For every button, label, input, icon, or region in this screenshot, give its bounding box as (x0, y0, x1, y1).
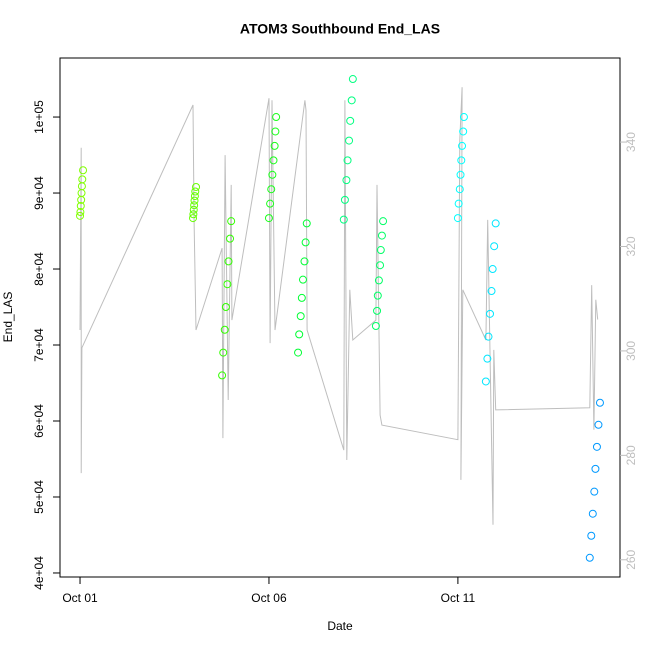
point (297, 293, 306, 302)
y2-tick-label: 280 (624, 445, 638, 465)
x-tick-label: Oct 06 (251, 591, 287, 605)
point (346, 116, 355, 125)
point (302, 219, 311, 228)
point (268, 170, 277, 179)
point (347, 96, 356, 105)
chart-title: ATOM3 Southbound End_LAS (240, 21, 440, 37)
point (481, 377, 490, 386)
y-axis-label: End_LAS (1, 292, 15, 343)
point (272, 113, 281, 122)
y-tick-label: 8e+04 (32, 252, 46, 286)
point (190, 196, 199, 205)
point (486, 309, 495, 318)
point (483, 354, 492, 363)
point (376, 261, 385, 270)
point (374, 276, 383, 285)
point (343, 156, 352, 165)
point (218, 371, 227, 380)
point (223, 280, 232, 289)
point (339, 215, 348, 224)
x-tick-label: Oct 11 (441, 591, 476, 605)
point (298, 275, 307, 284)
point (371, 322, 380, 331)
point (271, 127, 280, 136)
point (491, 219, 500, 228)
point (77, 182, 86, 191)
y-tick-label: 9e+04 (32, 176, 46, 210)
point (379, 217, 388, 226)
point (587, 531, 596, 540)
point (592, 442, 601, 451)
y2-tick-label: 320 (624, 236, 638, 256)
point (224, 257, 233, 266)
point (270, 141, 279, 150)
x-axis-label: Date (327, 619, 353, 633)
point (191, 187, 200, 196)
point (590, 487, 599, 496)
point (487, 287, 496, 296)
point (76, 201, 85, 210)
point (457, 156, 466, 165)
point (458, 141, 467, 150)
point (78, 175, 87, 184)
point (266, 199, 275, 208)
point (454, 199, 463, 208)
point (76, 208, 85, 217)
point (588, 509, 597, 518)
point (453, 214, 462, 223)
point (373, 306, 382, 315)
point (227, 217, 236, 226)
point (585, 553, 594, 562)
point (377, 231, 386, 240)
point (490, 242, 499, 251)
point (373, 291, 382, 300)
y-tick-label: 1e+05 (32, 100, 46, 134)
point (79, 166, 88, 175)
point (295, 330, 304, 339)
point (264, 214, 273, 223)
x-tick-label: Oct 01 (62, 591, 98, 605)
point (455, 185, 464, 194)
point (456, 170, 465, 179)
point (296, 312, 305, 321)
point (190, 192, 199, 201)
point (190, 201, 199, 210)
point (376, 246, 385, 255)
y-tick-label: 4e+04 (32, 556, 46, 590)
point (345, 136, 354, 145)
point (189, 210, 198, 219)
point (269, 156, 278, 165)
point (221, 303, 230, 312)
point (189, 214, 198, 223)
point (226, 234, 235, 243)
y2-tick-label: 340 (624, 132, 638, 152)
point (192, 182, 201, 191)
plot-frame (59, 57, 621, 578)
point (294, 348, 303, 357)
point (220, 325, 229, 334)
point (76, 211, 85, 220)
y-tick-label: 5e+04 (32, 480, 46, 514)
point (484, 332, 493, 341)
point (459, 113, 468, 122)
point (594, 420, 603, 429)
point (591, 464, 600, 473)
point (342, 176, 351, 185)
point (219, 348, 228, 357)
y2-tick-label: 260 (624, 549, 638, 569)
point (488, 265, 497, 274)
point (301, 238, 310, 247)
y-tick-label: 6e+04 (32, 404, 46, 438)
point (267, 185, 276, 194)
point (340, 195, 349, 204)
point (348, 75, 357, 84)
point (459, 127, 468, 136)
y-tick-label: 7e+04 (32, 328, 46, 362)
point (300, 257, 309, 266)
point (595, 398, 604, 407)
point (189, 205, 198, 214)
series-line (79, 87, 599, 525)
y2-tick-label: 300 (624, 341, 638, 361)
